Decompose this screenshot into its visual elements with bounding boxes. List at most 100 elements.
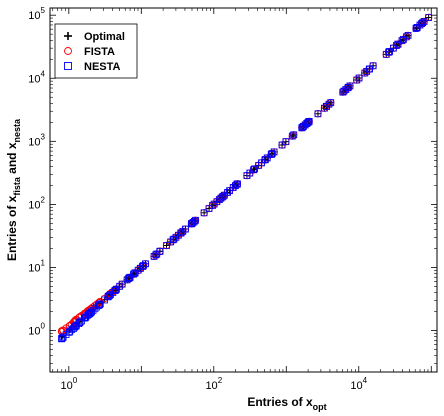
nesta-point [200,209,208,217]
nesta-point [420,18,428,25]
nesta-point [167,238,175,246]
nesta-point [226,187,233,195]
optimal-point [404,32,411,39]
nesta-point [118,280,126,288]
nesta-point [156,247,164,255]
nesta-point [340,87,348,95]
nesta-point [361,69,369,77]
nesta-point [325,100,333,108]
nesta-point [182,225,189,233]
nesta-point [189,219,197,226]
legend-marker-optimal [64,32,72,40]
nesta-point [87,308,95,316]
nesta-point [58,334,66,342]
nesta-point [209,202,217,209]
nesta-point [290,131,298,139]
optimal-point [356,75,363,82]
optimal-point [425,14,432,21]
nesta-point [327,99,335,107]
optimal-point [201,209,208,216]
y-tick-label-4: 104 [28,69,45,85]
nesta-point [96,300,104,308]
nesta-point [355,74,363,82]
nesta-point [246,169,254,177]
y-axis-label-sub2: nesta [12,118,22,143]
nesta-point [106,291,113,299]
nesta-point [393,42,400,49]
y-axis: 100 101 102 103 104 105 [28,6,437,364]
nesta-point [268,150,276,157]
nesta-point [323,102,331,110]
nesta-point [73,321,80,329]
nesta-point [142,260,149,268]
nesta-point [303,120,311,127]
legend-label-nesta: NESTA [84,61,121,73]
legend-box [54,23,138,79]
y-axis-label-mid: and x [5,142,19,177]
legend-label-optimal: Optimal [84,31,125,43]
nesta-point [111,287,119,294]
optimal-point [314,110,321,117]
nesta-point [278,141,286,149]
nesta-point [125,275,133,282]
y-axis-label-sub1: fista [12,176,22,196]
nesta-point [177,229,185,237]
x-axis: 100 102 104 [52,8,432,392]
nesta-point [353,76,361,84]
y-tick-label-3: 103 [28,132,45,148]
nesta-point [288,132,296,140]
nesta-point [219,192,227,200]
nesta-point [81,314,89,322]
plot-frame [49,7,438,373]
nesta-point [152,251,160,259]
nesta-point [104,293,112,300]
nesta-point [382,50,390,58]
nesta-point [83,312,91,320]
y-tick-label-1: 101 [28,258,45,274]
nesta-point [366,65,373,73]
nesta-point [418,20,426,27]
legend-label-fista: FISTA [84,46,115,58]
nesta-point [125,274,133,282]
nesta-point [213,198,221,206]
nesta-point [66,327,74,335]
nesta-series [58,14,433,343]
nesta-point [188,220,196,227]
nesta-point [71,323,79,330]
nesta-point [72,322,80,330]
x-tick-label-0: 100 [60,376,77,392]
legend: Optimal FISTA NESTA [54,23,138,79]
nesta-point [301,121,309,129]
nesta-point [344,83,352,91]
nesta-point [267,150,275,158]
nesta-point [234,180,241,188]
nesta-point [404,32,412,39]
nesta-point [261,156,269,163]
nesta-point [220,191,228,199]
legend-marker-nesta [64,62,72,70]
nesta-point [107,291,114,298]
x-axis-label-main: Entries of x [247,395,313,409]
nesta-point [233,180,241,188]
nesta-point [321,104,328,112]
y-tick-label-0: 100 [28,322,45,338]
nesta-point [163,242,170,249]
nesta-point [104,293,112,301]
nesta-point [299,123,307,131]
nesta-point [413,24,421,31]
nesta-point [314,110,322,118]
x-axis-label-sub: opt [313,402,327,412]
nesta-point [123,276,131,284]
nesta-point [139,262,147,270]
nesta-point [190,217,198,225]
nesta-point [172,233,180,241]
nesta-point [251,165,258,173]
nesta-point [116,282,124,290]
legend-marker-fista [64,47,72,55]
nesta-point [305,117,313,125]
nesta-point [412,25,420,32]
nesta-point [231,182,239,190]
y-tick-label-5: 105 [28,6,45,22]
nesta-point [339,88,347,96]
